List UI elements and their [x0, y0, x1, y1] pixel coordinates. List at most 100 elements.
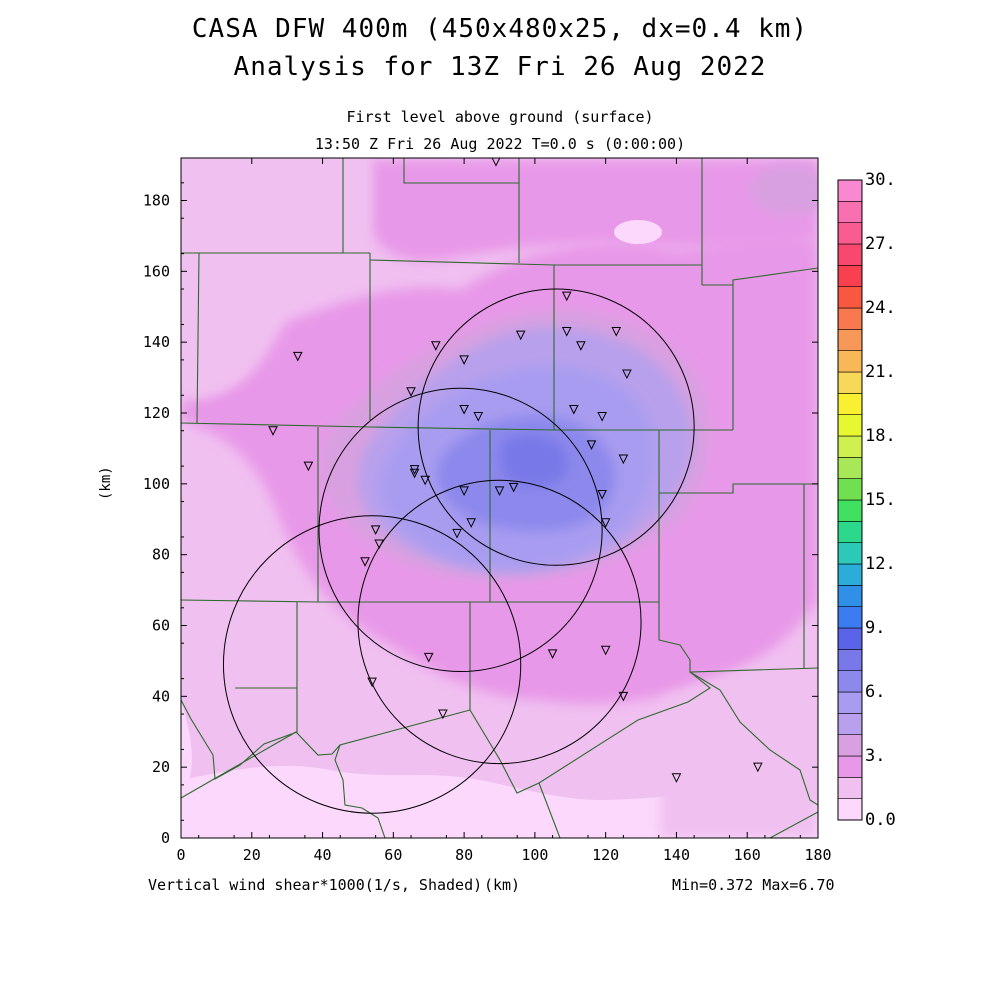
station-marker: [420, 475, 430, 486]
station-marker: [268, 426, 278, 436]
radar-ring-2: [318, 387, 603, 673]
station-markers: [268, 158, 763, 783]
variable-label: Vertical wind shear*1000(1/s, Shaded): [148, 876, 483, 894]
colorbar-swatch: [837, 286, 863, 309]
station-marker: [406, 387, 416, 397]
colorbar-label: 15.: [865, 490, 896, 510]
colorbar-swatch: [837, 734, 863, 757]
station-marker: [370, 525, 381, 535]
station-marker: [597, 489, 607, 500]
station-marker: [547, 649, 558, 659]
y-tick-label: 100: [143, 475, 170, 493]
radar-rings: [222, 288, 695, 814]
colorbar-swatch: [837, 670, 863, 693]
county-boundaries: [181, 158, 818, 838]
station-marker: [515, 330, 526, 341]
station-marker: [611, 327, 622, 337]
shade-light-patch: [614, 220, 662, 244]
station-marker: [618, 691, 629, 702]
station-marker: [292, 351, 303, 362]
station-marker: [452, 528, 462, 539]
shade-light-top-left: [181, 160, 370, 395]
colorbar-swatch: [837, 627, 863, 650]
radar-ring-1: [417, 288, 695, 566]
x-tick-label: 80: [455, 846, 473, 864]
colorbar-swatch: [837, 371, 863, 394]
chart-title: CASA DFW 400m (450x480x25, dx=0.4 km): [191, 14, 809, 44]
station-marker: [597, 412, 607, 422]
station-marker: [600, 518, 611, 528]
colorbar-swatch: [837, 691, 863, 714]
station-marker: [423, 652, 434, 663]
chart-title-line2: Analysis for 13Z Fri 26 Aug 2022: [233, 52, 767, 82]
station-marker: [374, 539, 384, 550]
colorbar-swatch: [837, 414, 863, 437]
station-marker: [569, 404, 579, 415]
station-marker: [494, 486, 505, 497]
colorbar-swatch: [837, 563, 863, 586]
station-marker: [671, 773, 682, 783]
station-marker: [473, 412, 484, 422]
y-tick-label: 180: [143, 192, 170, 210]
y-axis: 0 20 40 60 80 100 120 140 160 180: [143, 182, 818, 847]
x-tick-label: 120: [592, 846, 619, 864]
shading-field: [181, 158, 818, 838]
colorbar-swatch: [837, 649, 863, 671]
station-marker: [360, 557, 370, 567]
y-tick-label: 140: [143, 333, 170, 351]
colorbar-swatch: [837, 457, 863, 479]
shade-1-top: [370, 160, 818, 261]
colorbar-swatch: [837, 329, 863, 351]
station-marker: [466, 518, 476, 528]
colorbar-swatch: [837, 521, 863, 543]
colorbar-swatch: [837, 393, 863, 415]
colorbar-label: 21.: [865, 362, 896, 382]
station-marker: [561, 291, 572, 302]
y-tick-label: 40: [152, 687, 170, 705]
colorbar-label: 9.: [865, 618, 885, 638]
station-marker: [508, 482, 519, 493]
colorbar-swatch: [837, 201, 863, 223]
x-axis-label: (km): [484, 876, 520, 894]
colorbar-swatch: [837, 350, 863, 373]
chart-subtitle: First level above ground (surface): [346, 108, 654, 126]
station-marker: [459, 404, 469, 415]
x-tick-label: 180: [804, 846, 831, 864]
x-axis: 0 20 40 60 80 100 120 140 160 180: [176, 158, 832, 864]
colorbar-swatch: [837, 179, 863, 202]
colorbar-swatch: [837, 243, 863, 266]
colorbar-label: 0.0: [865, 810, 896, 830]
shade-patch-top-right: [750, 165, 818, 215]
shade-light-bottom: [181, 765, 818, 838]
colorbar-label: 27.: [865, 234, 896, 254]
station-marker: [430, 341, 441, 351]
station-marker: [600, 645, 611, 656]
chart-time-label: 13:50 Z Fri 26 Aug 2022 T=0.0 s (0:00:00…: [314, 135, 686, 153]
colorbar-swatch: [837, 606, 863, 629]
radar-ring-3: [222, 515, 522, 814]
shade-low-right: [660, 655, 818, 838]
colorbar-label: 12.: [865, 554, 896, 574]
shade-light-bottom-left: [181, 700, 192, 800]
y-tick-label: 60: [152, 617, 170, 635]
y-tick-label: 120: [143, 404, 170, 422]
colorbar-swatch: [837, 435, 863, 458]
x-tick-label: 100: [521, 846, 548, 864]
station-marker: [561, 327, 572, 337]
plot-frame: [180, 157, 819, 839]
colorbar-swatch: [837, 755, 863, 778]
station-marker: [618, 454, 629, 465]
x-tick-label: 20: [243, 846, 261, 864]
y-tick-label: 80: [152, 546, 170, 564]
colorbar-swatch: [837, 499, 863, 522]
station-marker: [409, 468, 420, 479]
colorbar-swatch: [837, 585, 863, 607]
colorbar-swatch: [837, 222, 863, 245]
colorbar-label: 3.: [865, 746, 885, 766]
station-marker: [586, 440, 597, 450]
y-tick-label: 0: [161, 829, 170, 847]
station-marker: [576, 341, 586, 351]
station-marker: [491, 158, 501, 167]
x-tick-label: 160: [734, 846, 761, 864]
